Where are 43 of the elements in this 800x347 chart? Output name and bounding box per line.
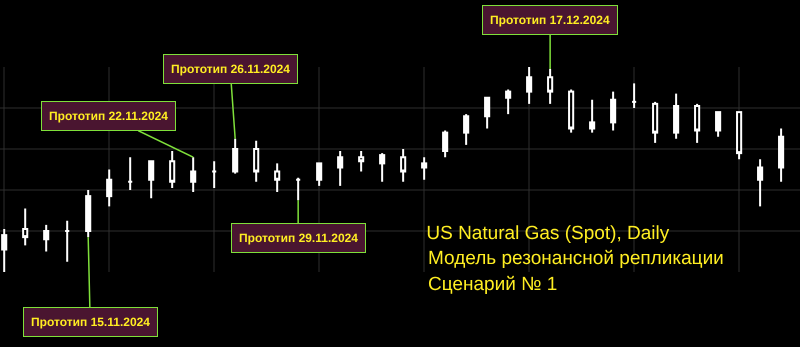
text: Сценарий № 1	[428, 274, 558, 295]
annotation: Прототип 29.11.2024	[239, 231, 358, 245]
candlestick	[715, 111, 722, 138]
candlestick	[589, 98, 596, 134]
text: Прототип 15.11.2024	[31, 315, 150, 329]
candlestick	[232, 138, 238, 175]
candlestick	[127, 156, 134, 191]
candlestick	[148, 160, 154, 200]
candlestick	[442, 130, 448, 158]
candlestick	[64, 220, 70, 263]
candlestick	[358, 150, 364, 173]
text: US Natural Gas (Spot), Daily	[426, 223, 670, 244]
candlestick	[652, 100, 658, 144]
candlestick	[526, 67, 532, 105]
candlestick	[463, 113, 470, 146]
candlestick	[694, 102, 700, 144]
annotation: Прототип 22.11.2024	[49, 109, 168, 123]
candlestick	[337, 150, 344, 187]
candlestick	[190, 156, 196, 194]
text: Модель резонансной репликации	[428, 248, 724, 269]
candlestick	[22, 207, 28, 246]
text: Прототип 17.12.2024	[490, 13, 610, 27]
candlestick	[568, 88, 574, 134]
candlestick	[400, 148, 406, 183]
candlestick	[610, 90, 616, 132]
candlestick	[169, 150, 176, 189]
candlestick	[736, 111, 742, 160]
candlestick	[484, 96, 490, 130]
candlestick	[631, 82, 638, 109]
candlestick	[673, 92, 680, 140]
candlestick	[505, 88, 512, 116]
candlestick	[253, 140, 260, 183]
candlestick	[1, 228, 8, 272]
candlestick	[274, 162, 280, 194]
candlestick	[421, 156, 428, 181]
candlestick	[379, 152, 386, 183]
candlestick	[211, 160, 218, 189]
candlestick	[778, 128, 784, 183]
annotation: Прототип 26.11.2024	[171, 62, 290, 76]
candlestick	[106, 168, 112, 208]
candlestick	[316, 162, 322, 187]
candlestick	[757, 158, 764, 208]
candlestick	[43, 224, 50, 252]
